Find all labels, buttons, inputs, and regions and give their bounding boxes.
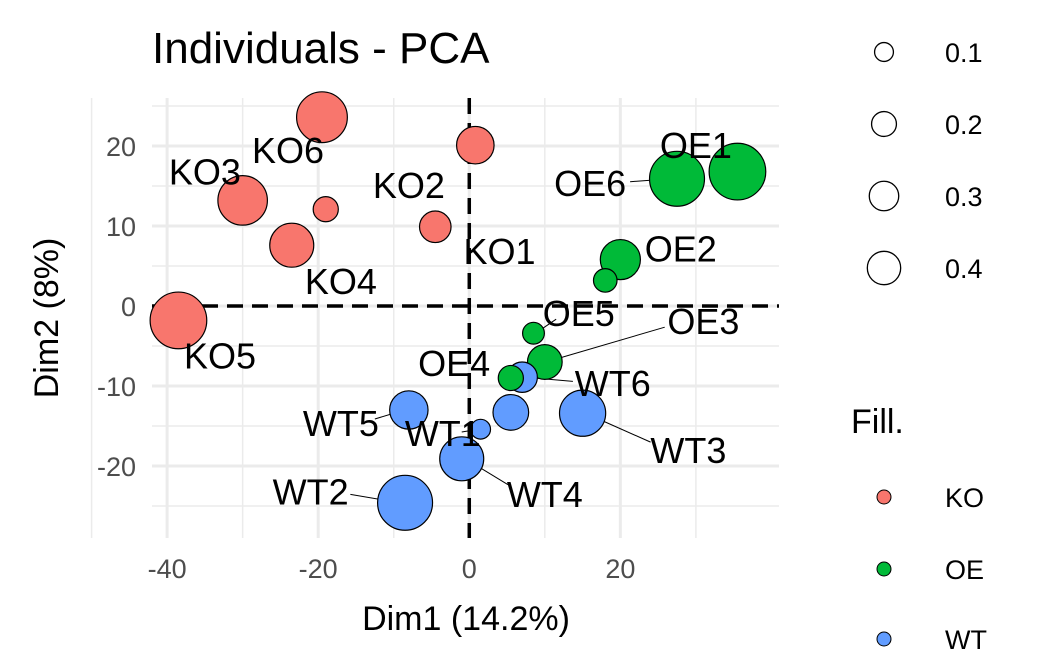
size-legend-label: 0.2 <box>945 110 983 140</box>
point-label-oe4: OE4 <box>418 343 490 384</box>
point-label-ko4: KO4 <box>305 261 377 302</box>
data-point-oe6 <box>648 150 706 207</box>
data-point-oe <box>592 268 618 293</box>
size-legend-key <box>868 180 900 212</box>
data-point-wt2 <box>376 474 434 531</box>
point-labels: KO6 KO3 KO2 KO1 KO4 KO5 OE1 OE6 OE2 OE5 OE3 OE4 WT6 W… <box>169 125 740 515</box>
data-point-ko5 <box>149 291 208 350</box>
fill-legend-title: Fill. <box>851 403 904 441</box>
point-label-oe5: OE5 <box>543 293 615 334</box>
data-point-oe4 <box>497 364 524 392</box>
data-point-ko1 <box>418 210 452 244</box>
point-label-ko2: KO2 <box>373 165 445 206</box>
fill-legend-label-oe: OE <box>945 555 984 585</box>
x-tick-label: 0 <box>462 554 477 584</box>
point-label-ko1: KO1 <box>463 231 535 272</box>
point-label-oe1: OE1 <box>660 125 732 166</box>
point-label-wt6: WT6 <box>575 363 651 404</box>
points-layer <box>149 91 767 531</box>
y-tick-label: 0 <box>121 292 136 322</box>
chart-title: Individuals - PCA <box>152 24 490 73</box>
data-point-ko6 <box>295 91 348 144</box>
data-point-ko2 <box>455 125 495 165</box>
size-legend: 0.1 0.2 0.3 0.4 <box>866 38 983 286</box>
data-point-ko <box>312 196 339 223</box>
data-point-wt3 <box>558 389 607 437</box>
point-label-wt4: WT4 <box>507 474 583 515</box>
fill-legend: Fill. KO OE WT <box>851 403 987 655</box>
fill-legend-key-oe <box>876 561 892 577</box>
point-label-wt2: WT2 <box>273 472 349 513</box>
point-label-oe6: OE6 <box>554 163 626 204</box>
x-axis-ticks: -40 -20 0 20 <box>148 554 636 584</box>
reference-lines <box>152 98 779 538</box>
y-tick-label: 20 <box>106 132 136 162</box>
size-legend-label: 0.1 <box>945 38 983 68</box>
data-point-oe5 <box>521 321 545 345</box>
size-legend-key <box>866 250 902 286</box>
y-axis-title: Dim2 (8%) <box>28 238 66 399</box>
point-label-oe3: OE3 <box>667 301 739 342</box>
size-legend-key <box>870 110 898 138</box>
point-label-wt1: WT1 <box>405 413 481 454</box>
data-point-wt <box>492 393 530 431</box>
data-point-wt1 <box>470 418 492 440</box>
point-label-wt5: WT5 <box>303 403 379 444</box>
data-point-ko3 <box>217 175 269 226</box>
fill-legend-label-wt: WT <box>945 625 987 655</box>
data-point-oe1 <box>708 142 767 201</box>
size-legend-key <box>873 41 895 63</box>
data-point-wt5 <box>389 390 429 430</box>
leader-line-wt3 <box>595 417 651 443</box>
y-tick-label: -20 <box>97 452 136 482</box>
y-tick-label: -10 <box>97 372 136 402</box>
fill-legend-label-ko: KO <box>945 483 984 513</box>
data-point-wt4 <box>439 436 485 482</box>
x-tick-label: -20 <box>299 554 338 584</box>
x-tick-label: -40 <box>148 554 187 584</box>
y-axis-ticks: -20 -10 0 10 20 <box>97 132 136 482</box>
fill-legend-key-wt <box>876 631 892 647</box>
x-axis-title: Dim1 (14.2%) <box>362 600 570 638</box>
point-label-ko6: KO6 <box>252 130 324 171</box>
data-point-ko4 <box>269 222 315 268</box>
size-legend-label: 0.3 <box>945 182 983 212</box>
point-label-ko5: KO5 <box>184 336 256 377</box>
leader-line-oe3 <box>554 326 665 360</box>
y-tick-label: 10 <box>106 212 136 242</box>
fill-legend-key-ko <box>876 489 892 505</box>
point-label-ko3: KO3 <box>169 152 241 193</box>
x-tick-label: 20 <box>605 554 635 584</box>
point-label-oe2: OE2 <box>645 228 717 269</box>
size-legend-label: 0.4 <box>945 254 983 284</box>
point-label-wt3: WT3 <box>650 430 726 471</box>
